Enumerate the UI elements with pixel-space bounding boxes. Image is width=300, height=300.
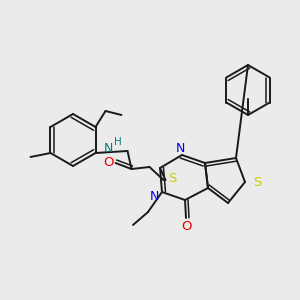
- Text: H: H: [114, 137, 122, 147]
- Text: S: S: [253, 176, 261, 188]
- Text: N: N: [175, 142, 185, 154]
- Text: S: S: [169, 172, 177, 184]
- Text: O: O: [181, 220, 191, 232]
- Text: N: N: [149, 190, 159, 202]
- Text: N: N: [104, 142, 113, 154]
- Text: O: O: [103, 155, 114, 169]
